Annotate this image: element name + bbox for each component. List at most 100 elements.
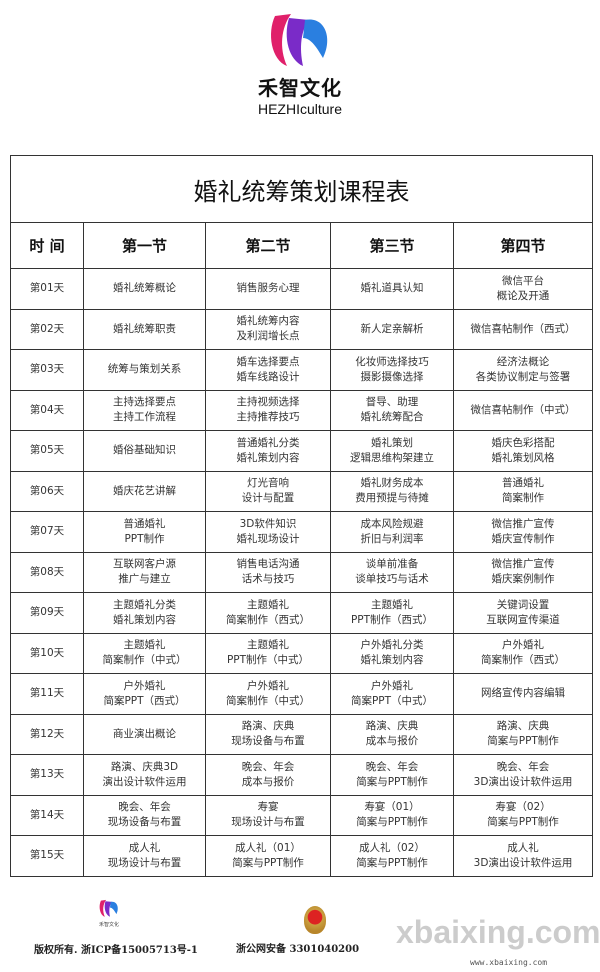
day-cell: 第08天 bbox=[10, 551, 84, 593]
session-cell: 晚会、年会 3D演出设计软件运用 bbox=[452, 754, 594, 796]
session-cell: 谈单前准备 谈单技巧与话术 bbox=[330, 551, 454, 593]
session-cell: 寿宴（02） 简案与PPT制作 bbox=[452, 794, 594, 836]
day-cell: 第07天 bbox=[10, 511, 84, 553]
session-cell: 主题婚礼 简案制作（西式） bbox=[205, 592, 331, 634]
footer-copyright: 版权所有. 浙ICP备15005713号-1 bbox=[34, 945, 198, 956]
table-row: 第14天 晚会、年会 现场设备与布置 寿宴 现场设计与布置 寿宴（01） 简案与PPT… bbox=[10, 794, 594, 836]
session-cell: 婚礼统筹职责 bbox=[83, 308, 206, 350]
table-row: 第11天 户外婚礼 简案PPT（西式） 户外婚礼 简案制作（中式） 户外婚礼 简案PP… bbox=[10, 673, 594, 715]
header-session-4: 第四节 bbox=[452, 222, 594, 269]
session-cell: 成本风险规避 折旧与利润率 bbox=[330, 511, 454, 553]
session-cell: 新人定亲解析 bbox=[330, 308, 454, 350]
day-cell: 第06天 bbox=[10, 470, 84, 512]
table-row: 第06天 婚庆花艺讲解 灯光音响 设计与配置 婚礼财务成本 费用预提与待摊 普通婚礼 简… bbox=[10, 470, 594, 512]
session-cell: 婚庆花艺讲解 bbox=[83, 470, 206, 512]
session-cell: 婚礼道具认知 bbox=[330, 268, 454, 310]
footer-brand-cn: 禾智文化 bbox=[98, 922, 119, 928]
table-row: 第01天 婚礼统筹概论 销售服务心理 婚礼道具认知 微信平台 概论及开通 bbox=[10, 268, 594, 310]
table-row: 第13天 路演、庆典3D 演出设计软件运用 晚会、年会 成本与报价 晚会、年会 简案与… bbox=[10, 754, 594, 796]
table-row: 第10天 主题婚礼 简案制作（中式） 主题婚礼 PPT制作（中式） 户外婚礼分类 婚礼… bbox=[10, 632, 594, 674]
session-cell: 成人礼（01） 简案与PPT制作 bbox=[205, 835, 331, 877]
table-row: 第15天 成人礼 现场设计与布置 成人礼（01） 简案与PPT制作 成人礼（02） 简… bbox=[10, 835, 594, 877]
session-cell: 户外婚礼分类 婚礼策划内容 bbox=[330, 632, 454, 674]
header-session-1: 第一节 bbox=[83, 222, 206, 269]
table-row: 第05天 婚俗基础知识 普通婚礼分类 婚礼策划内容 婚礼策划 逻辑思维构架建立 婚庆色彩… bbox=[10, 430, 594, 472]
session-cell: 寿宴（01） 简案与PPT制作 bbox=[330, 794, 454, 836]
session-cell: 晚会、年会 简案与PPT制作 bbox=[330, 754, 454, 796]
session-cell: 婚礼策划 逻辑思维构架建立 bbox=[330, 430, 454, 472]
session-cell: 成人礼（02） 简案与PPT制作 bbox=[330, 835, 454, 877]
course-schedule-table: 婚礼统筹策划课程表 时 间 第一节 第二节 第三节 第四节 第01天 婚礼统筹概论… bbox=[9, 155, 594, 877]
session-cell: 路演、庆典 简案与PPT制作 bbox=[452, 713, 594, 755]
session-cell: 主题婚礼 PPT制作（西式） bbox=[330, 592, 454, 634]
session-cell: 婚车选择要点 婚车线路设计 bbox=[205, 349, 331, 391]
day-cell: 第14天 bbox=[10, 794, 84, 836]
day-cell: 第15天 bbox=[10, 835, 84, 877]
table-row: 第04天 主持选择要点 主持工作流程 主持视频选择 主持推荐技巧 督导、助理 婚礼统筹… bbox=[10, 389, 594, 431]
table-row: 第03天 统筹与策划关系 婚车选择要点 婚车线路设计 化妆师选择技巧 摄影摄像选择 经济… bbox=[10, 349, 594, 391]
table-row: 第12天 商业演出概论 路演、庆典 现场设备与布置 路演、庆典 成本与报价 路演、庆典 … bbox=[10, 713, 594, 755]
session-cell: 灯光音响 设计与配置 bbox=[205, 470, 331, 512]
session-cell: 路演、庆典 现场设备与布置 bbox=[205, 713, 331, 755]
day-cell: 第10天 bbox=[10, 632, 84, 674]
day-cell: 第01天 bbox=[10, 268, 84, 310]
session-cell: 微信喜帖制作（中式） bbox=[452, 389, 594, 431]
brand-name-en: HEZHIculture bbox=[257, 101, 343, 117]
table-header-row: 时 间 第一节 第二节 第三节 第四节 bbox=[10, 222, 594, 269]
day-cell: 第12天 bbox=[10, 713, 84, 755]
table-title: 婚礼统筹策划课程表 bbox=[9, 155, 594, 223]
day-cell: 第09天 bbox=[10, 592, 84, 634]
day-cell: 第05天 bbox=[10, 430, 84, 472]
session-cell: 户外婚礼 简案PPT（中式） bbox=[330, 673, 454, 715]
session-cell: 婚礼财务成本 费用预提与待摊 bbox=[330, 470, 454, 512]
session-cell: 网络宣传内容编辑 bbox=[452, 673, 594, 715]
brand-logo: 禾智文化 HEZHIculture bbox=[0, 8, 600, 117]
footer: 禾智文化 版权所有. 浙ICP备15005713号-1 浙公网安备 330104… bbox=[0, 898, 600, 972]
session-cell: 普通婚礼 PPT制作 bbox=[83, 511, 206, 553]
day-cell: 第04天 bbox=[10, 389, 84, 431]
header-session-2: 第二节 bbox=[205, 222, 331, 269]
session-cell: 寿宴 现场设计与布置 bbox=[205, 794, 331, 836]
table-row: 第08天 互联网客户源 推广与建立 销售电话沟通 话术与技巧 谈单前准备 谈单技巧与话… bbox=[10, 551, 594, 593]
session-cell: 主题婚礼 PPT制作（中式） bbox=[205, 632, 331, 674]
session-cell: 销售服务心理 bbox=[205, 268, 331, 310]
session-cell: 户外婚礼 简案制作（西式） bbox=[452, 632, 594, 674]
session-cell: 微信平台 概论及开通 bbox=[452, 268, 594, 310]
watermark-url: www.xbaixing.com bbox=[470, 958, 548, 967]
header-time: 时 间 bbox=[10, 222, 84, 269]
session-cell: 微信推广宣传 婚庆案例制作 bbox=[452, 551, 594, 593]
session-cell: 普通婚礼 简案制作 bbox=[452, 470, 594, 512]
brand-name-cn: 禾智文化 bbox=[258, 76, 342, 100]
header-session-3: 第三节 bbox=[330, 222, 454, 269]
session-cell: 督导、助理 婚礼统筹配合 bbox=[330, 389, 454, 431]
session-cell: 晚会、年会 成本与报价 bbox=[205, 754, 331, 796]
police-badge-icon bbox=[304, 906, 326, 934]
day-cell: 第11天 bbox=[10, 673, 84, 715]
table-row: 第02天 婚礼统筹职责 婚礼统筹内容 及利润增长点 新人定亲解析 微信喜帖制作（西式） bbox=[10, 308, 594, 350]
day-cell: 第02天 bbox=[10, 308, 84, 350]
session-cell: 路演、庆典 成本与报价 bbox=[330, 713, 454, 755]
session-cell: 婚庆色彩搭配 婚礼策划风格 bbox=[452, 430, 594, 472]
session-cell: 主题婚礼 简案制作（中式） bbox=[83, 632, 206, 674]
session-cell: 互联网客户源 推广与建立 bbox=[83, 551, 206, 593]
footer-security-record: 浙公网安备 3301040200 bbox=[236, 944, 360, 955]
session-cell: 主持视频选择 主持推荐技巧 bbox=[205, 389, 331, 431]
day-cell: 第13天 bbox=[10, 754, 84, 796]
session-cell: 销售电话沟通 话术与技巧 bbox=[205, 551, 331, 593]
session-cell: 经济法概论 各类协议制定与签署 bbox=[452, 349, 594, 391]
footer-logo-icon bbox=[99, 899, 118, 917]
session-cell: 3D软件知识 婚礼现场设计 bbox=[205, 511, 331, 553]
session-cell: 婚礼统筹内容 及利润增长点 bbox=[205, 308, 331, 350]
session-cell: 婚礼统筹概论 bbox=[83, 268, 206, 310]
session-cell: 主持选择要点 主持工作流程 bbox=[83, 389, 206, 431]
session-cell: 微信推广宣传 婚庆宣传制作 bbox=[452, 511, 594, 553]
watermark: xbaixing.com bbox=[396, 914, 600, 950]
session-cell: 成人礼 现场设计与布置 bbox=[83, 835, 206, 877]
session-cell: 晚会、年会 现场设备与布置 bbox=[83, 794, 206, 836]
logo-mark-icon bbox=[271, 14, 328, 66]
table-row: 第09天 主题婚礼分类 婚礼策划内容 主题婚礼 简案制作（西式） 主题婚礼 PPT制作… bbox=[10, 592, 594, 634]
footer-copyright-block: 禾智文化 版权所有. 浙ICP备15005713号-1 bbox=[34, 898, 198, 956]
table-row: 第07天 普通婚礼 PPT制作 3D软件知识 婚礼现场设计 成本风险规避 折旧与利润率… bbox=[10, 511, 594, 553]
footer-security-block: 浙公网安备 3301040200 bbox=[236, 906, 359, 955]
day-cell: 第03天 bbox=[10, 349, 84, 391]
